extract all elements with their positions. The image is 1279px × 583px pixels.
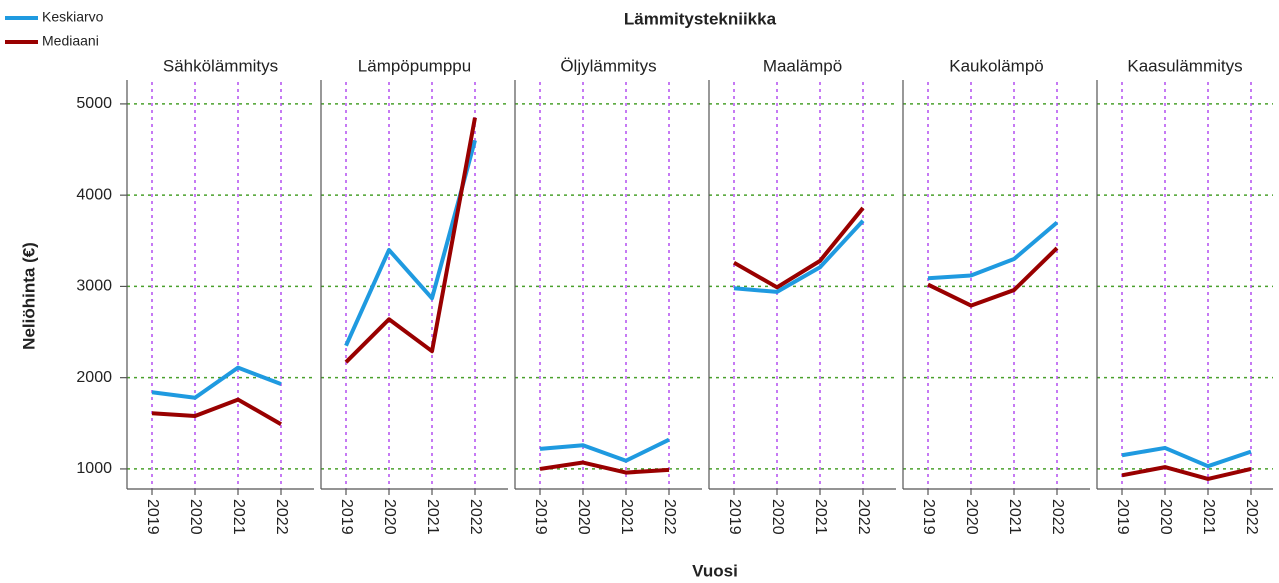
x-tick-label: 2021 bbox=[230, 499, 247, 535]
chart-title: Lämmitystekniikka bbox=[624, 9, 777, 28]
panel-title: Kaukolämpö bbox=[949, 56, 1044, 75]
series-line bbox=[151, 365, 282, 400]
series-line bbox=[344, 117, 477, 364]
panel-title: Kaasulämmitys bbox=[1127, 56, 1242, 75]
x-tick-label: 2022 bbox=[467, 499, 484, 535]
x-tick-label: 2022 bbox=[1049, 499, 1066, 535]
y-tick-label: 3000 bbox=[76, 278, 112, 295]
panel-title: Öljylämmitys bbox=[560, 56, 656, 75]
x-tick-label: 2022 bbox=[855, 499, 872, 535]
x-tick-label: 2022 bbox=[1243, 499, 1260, 535]
y-tick-label: 4000 bbox=[76, 186, 112, 203]
x-tick-label: 2021 bbox=[1006, 499, 1023, 535]
x-tick-label: 2021 bbox=[424, 499, 441, 535]
legend-label: Keskiarvo bbox=[42, 9, 104, 25]
y-tick-label: 5000 bbox=[76, 95, 112, 112]
y-tick-label: 2000 bbox=[76, 369, 112, 386]
x-tick-label: 2020 bbox=[1157, 499, 1174, 535]
series-line bbox=[151, 397, 282, 426]
x-tick-label: 2019 bbox=[920, 499, 937, 535]
y-axis-label: Neliöhinta (€) bbox=[19, 242, 38, 350]
x-tick-label: 2022 bbox=[661, 499, 678, 535]
x-tick-label: 2021 bbox=[1200, 499, 1217, 535]
x-tick-label: 2022 bbox=[273, 499, 290, 535]
series-line bbox=[927, 221, 1059, 281]
series-line bbox=[733, 219, 865, 294]
series-line bbox=[539, 437, 670, 463]
series-line bbox=[1121, 465, 1252, 481]
x-tick-label: 2020 bbox=[963, 499, 980, 535]
x-tick-label: 2020 bbox=[575, 499, 592, 535]
legend-label: Mediaani bbox=[42, 33, 99, 49]
x-tick-label: 2019 bbox=[532, 499, 549, 535]
x-axis-label: Vuosi bbox=[692, 561, 738, 580]
x-tick-label: 2021 bbox=[618, 499, 635, 535]
x-tick-label: 2019 bbox=[726, 499, 743, 535]
x-tick-label: 2020 bbox=[187, 499, 204, 535]
series-line bbox=[1121, 445, 1252, 469]
series-line bbox=[539, 460, 670, 475]
x-tick-label: 2020 bbox=[381, 499, 398, 535]
panel-title: Maalämpö bbox=[763, 56, 842, 75]
series-line bbox=[927, 246, 1059, 308]
x-tick-label: 2019 bbox=[144, 499, 161, 535]
series-line bbox=[344, 139, 477, 347]
x-tick-label: 2019 bbox=[1114, 499, 1131, 535]
panel-title: Lämpöpumppu bbox=[358, 56, 471, 75]
panel-title: Sähkölämmitys bbox=[163, 56, 278, 75]
y-tick-label: 1000 bbox=[76, 460, 112, 477]
series-line bbox=[733, 206, 865, 290]
x-tick-label: 2021 bbox=[812, 499, 829, 535]
x-tick-label: 2019 bbox=[338, 499, 355, 535]
x-tick-label: 2020 bbox=[769, 499, 786, 535]
